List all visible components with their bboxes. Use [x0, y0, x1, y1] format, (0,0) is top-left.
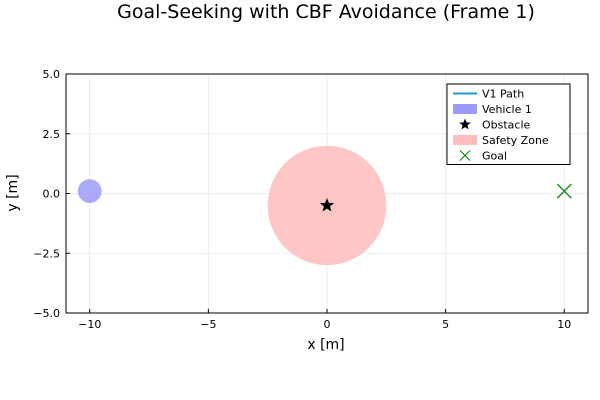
legend-swatch-goal — [459, 150, 471, 161]
vehicle-1-marker — [77, 179, 102, 204]
x-tick-label: 5 — [442, 318, 449, 331]
x-tick-label: 10 — [557, 318, 571, 331]
y-axis-label: y [m] — [5, 174, 21, 211]
legend-label-v1-path: V1 Path — [482, 88, 524, 101]
y-tick-label: 5.0 — [43, 68, 61, 81]
x-axis-label: x [m] — [307, 337, 344, 353]
y-tick-label: 0.0 — [43, 188, 61, 201]
legend-swatch-obstacle — [459, 118, 471, 130]
plot-content — [77, 145, 572, 266]
y-tick-label: −5.0 — [33, 307, 60, 320]
x-axis-ticks: −10 −5 0 5 10 — [78, 309, 571, 331]
x-tick-label: −10 — [78, 318, 101, 331]
legend-label-obstacle: Obstacle — [482, 119, 531, 132]
legend-swatch-safety-zone — [453, 135, 477, 145]
obstacle-marker — [319, 197, 335, 212]
chart-title: Goal-Seeking with CBF Avoidance (Frame 1… — [117, 1, 535, 23]
legend: V1 Path Vehicle 1 Obstacle Safety Zone Goal — [446, 83, 571, 165]
x-tick-label: −5 — [200, 318, 216, 331]
legend-label-goal: Goal — [482, 150, 507, 163]
y-tick-label: −2.5 — [33, 247, 60, 260]
y-axis-ticks: −5.0 −2.5 0.0 2.5 5.0 — [33, 68, 70, 320]
goal-marker — [556, 183, 572, 199]
x-tick-label: 0 — [324, 318, 331, 331]
legend-swatch-vehicle-1 — [453, 104, 477, 114]
legend-label-vehicle-1: Vehicle 1 — [482, 103, 532, 116]
y-tick-label: 2.5 — [43, 128, 61, 141]
legend-label-safety-zone: Safety Zone — [482, 134, 549, 147]
